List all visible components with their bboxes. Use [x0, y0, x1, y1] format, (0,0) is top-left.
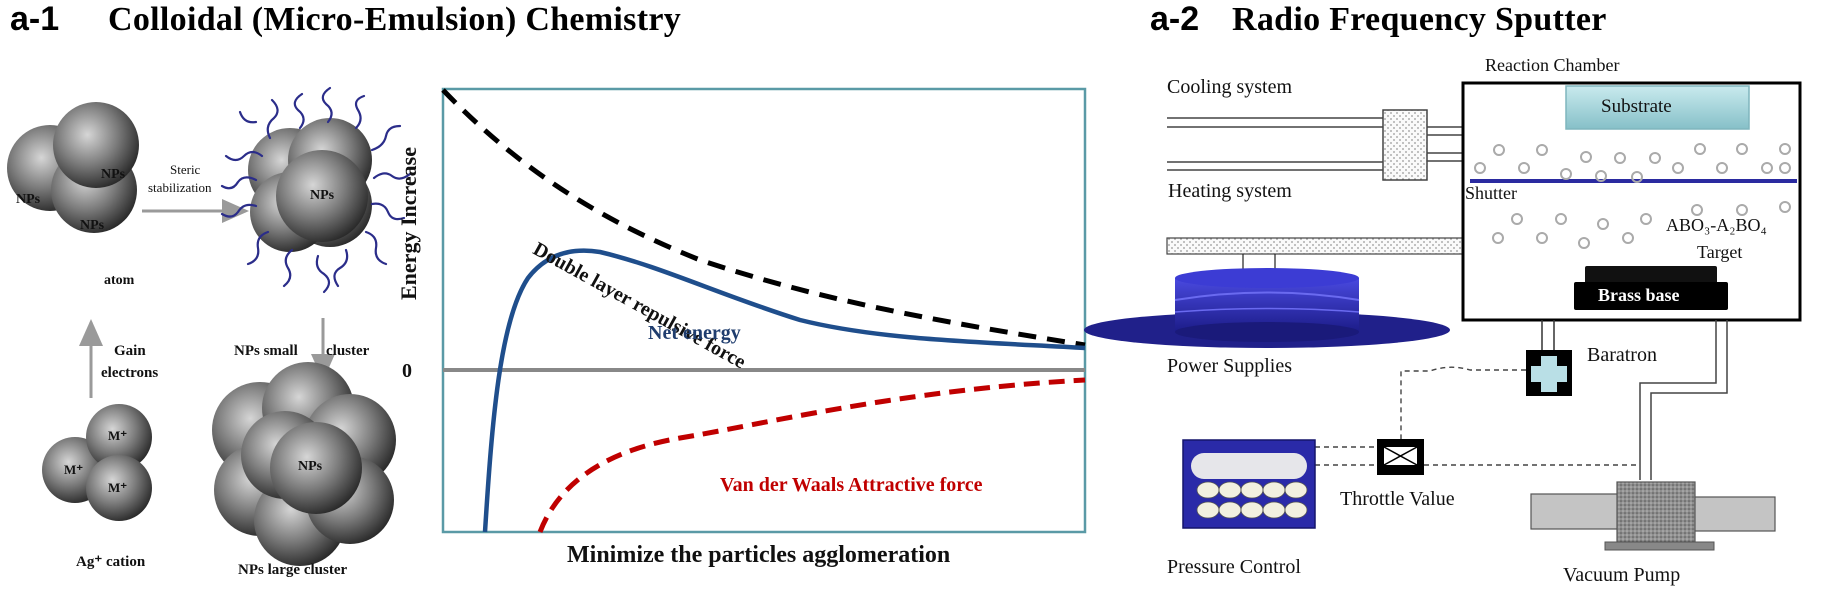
- repulsive-label: Double layer repulsive force: [529, 238, 750, 374]
- panel-a1-tag: a-1: [10, 0, 60, 38]
- substrate-label: Substrate: [1601, 96, 1672, 117]
- reaction-chamber-label: Reaction Chamber: [1485, 55, 1620, 75]
- atom-caption: atom: [104, 273, 135, 288]
- feedthrough-block: [1382, 109, 1428, 181]
- atom-label-2: NPs: [16, 192, 41, 207]
- gain-label-1: Gain: [114, 343, 146, 359]
- cation-label-1: M⁺: [108, 428, 128, 443]
- panel-a1-title: Colloidal (Micro-Emulsion) Chemistry: [108, 1, 682, 38]
- power-supplies-label: Power Supplies: [1167, 355, 1292, 377]
- baratron-label: Baratron: [1587, 344, 1657, 366]
- gain-label-2: electrons: [101, 365, 159, 381]
- cooling-system-label: Cooling system: [1167, 76, 1293, 98]
- large-cluster-label: NPs: [298, 459, 323, 474]
- cation-label-3: M⁺: [108, 480, 128, 495]
- small-cluster-label-left: NPs small: [234, 343, 298, 359]
- vdw-label: Van der Waals Attractive force: [720, 474, 983, 496]
- throttle-valve-label: Throttle Value: [1340, 488, 1455, 510]
- shutter-label: Shutter: [1465, 183, 1517, 203]
- repulsive-force-curve: [441, 88, 1086, 348]
- small-cluster-label-right: cluster: [326, 343, 370, 359]
- chart-y-tick-zero: 0: [402, 360, 412, 382]
- vacuum-pump-label: Vacuum Pump: [1563, 564, 1681, 586]
- steric-label-1: Steric: [170, 162, 201, 177]
- panel-a2-tag: a-2: [1150, 0, 1200, 38]
- cation-cluster-icon: [42, 404, 152, 521]
- heating-system-label: Heating system: [1168, 180, 1292, 202]
- power-supplies-icon: [1084, 268, 1450, 348]
- target-material-label: ABO₃-A₂BO₄: [1666, 215, 1767, 235]
- chart-frame: [441, 87, 1087, 534]
- control-signal-lines: [1315, 366, 1640, 466]
- throttle-valve-icon: [1377, 439, 1424, 475]
- brass-base-label: Brass base: [1598, 285, 1680, 305]
- target-label: Target: [1697, 242, 1743, 262]
- baratron-icon: [1526, 350, 1572, 396]
- net-energy-label: Net energy: [648, 322, 741, 344]
- rf-feed-bar: [1166, 237, 1464, 255]
- chart-y-label: Energy Increase: [396, 147, 421, 300]
- large-cluster-icon: [212, 362, 396, 566]
- stabilized-cluster-icon: [220, 86, 412, 294]
- chart-x-label: Minimize the particles agglomeration: [567, 542, 951, 568]
- atom-cluster-icon: [7, 102, 139, 233]
- cation-label-2: M⁺: [64, 462, 84, 477]
- pressure-control-icon: [1182, 439, 1316, 529]
- steric-label-2: stabilization: [148, 180, 212, 195]
- stabilized-cluster-label: NPs: [310, 188, 335, 203]
- atom-label-1: NPs: [101, 167, 126, 182]
- colloid-schematic: [7, 86, 412, 566]
- atom-label-3: NPs: [80, 218, 105, 233]
- vacuum-pump-icon: [1530, 481, 1776, 551]
- cation-caption: Ag⁺ cation: [76, 554, 146, 570]
- vdw-attractive-curve: [537, 377, 1086, 533]
- cooling-lines: [1167, 117, 1463, 171]
- large-cluster-caption: NPs large cluster: [238, 562, 348, 578]
- panel-a2-title: Radio Frequency Sputter: [1232, 1, 1607, 38]
- pressure-control-label: Pressure Control: [1167, 556, 1301, 578]
